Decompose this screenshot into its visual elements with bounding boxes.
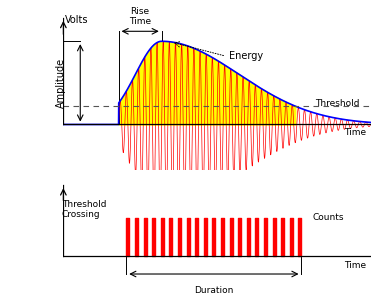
Text: Volts: Volts	[65, 16, 88, 26]
Text: Threshold
Crossing: Threshold Crossing	[62, 200, 106, 219]
Text: Threshold: Threshold	[315, 99, 360, 108]
Text: Counts: Counts	[312, 213, 344, 222]
Text: Duration: Duration	[194, 286, 233, 295]
Text: Amplitude: Amplitude	[56, 58, 66, 108]
Text: Rise
Time: Rise Time	[129, 7, 151, 26]
Text: Time: Time	[344, 261, 366, 270]
Text: Time: Time	[344, 128, 366, 137]
Text: Energy: Energy	[229, 51, 263, 61]
